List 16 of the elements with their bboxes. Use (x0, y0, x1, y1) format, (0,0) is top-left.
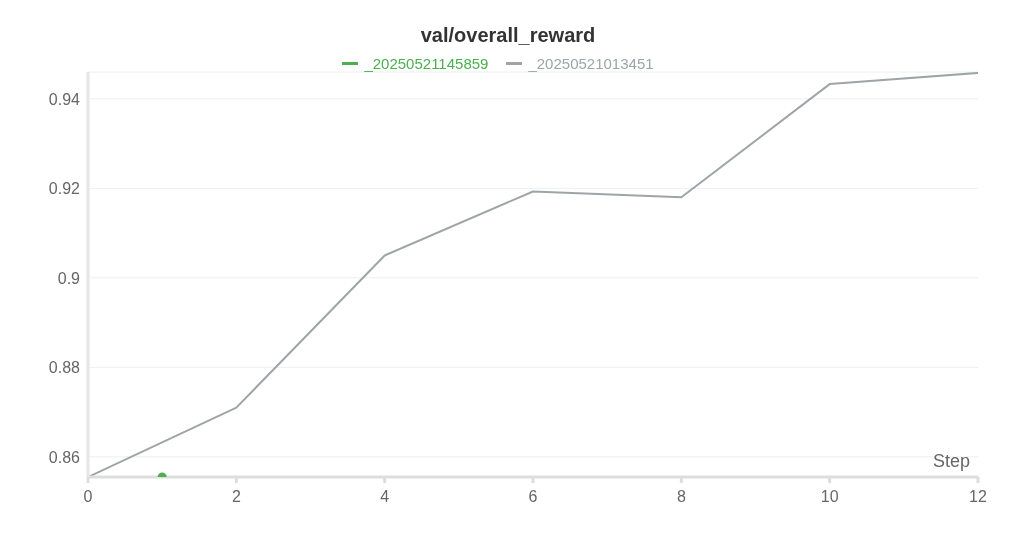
x-tick-label: 0 (83, 488, 93, 506)
x-tick-label: 2 (231, 488, 241, 506)
y-tick-label: 0.88 (48, 359, 81, 377)
chart-title: val/overall_reward (419, 24, 597, 47)
legend-label: _20250521013451 (527, 55, 654, 72)
x-tick-label: 12 (969, 488, 987, 506)
x-tick-label: 8 (676, 488, 686, 506)
y-tick-label: 0.86 (48, 448, 81, 466)
x-tick-label: 6 (528, 488, 538, 506)
x-axis-title: Step (932, 451, 970, 471)
x-tick-label: 4 (380, 488, 390, 506)
y-tick-label: 0.9 (57, 269, 81, 287)
legend-label: _20250521145859 (363, 55, 489, 72)
x-tick-label: 10 (820, 488, 839, 506)
y-tick-label: 0.94 (48, 90, 81, 108)
y-tick-label: 0.92 (48, 180, 81, 198)
